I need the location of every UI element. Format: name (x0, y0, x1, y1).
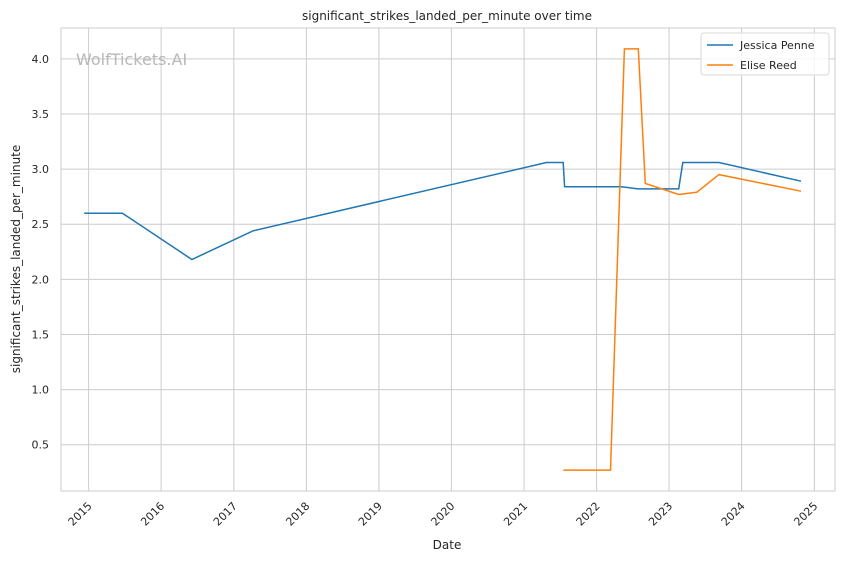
y-tick-label: 1.5 (32, 328, 50, 341)
chart-title: significant_strikes_landed_per_minute ov… (302, 9, 592, 23)
series-line-0 (84, 161, 802, 261)
y-tick-label: 3.0 (32, 163, 50, 176)
plot-frame (60, 27, 836, 492)
series-layer (84, 48, 802, 471)
y-tick-label: 4.0 (32, 53, 50, 66)
y-axis-ticks: 0.5 1.0 1.5 2.0 2.5 3.0 3.5 4.0 (32, 53, 50, 452)
x-axis-ticks: 2015 2016 2017 2018 2019 2020 2021 2022 2023 2024… (66, 500, 821, 529)
legend: Jessica Penne Elise Reed (700, 32, 830, 76)
watermark: WolfTickets.AI (76, 50, 187, 69)
y-tick-label: 2.5 (32, 218, 50, 231)
y-tick-label: 1.0 (32, 384, 50, 397)
x-axis-label: Date (433, 538, 462, 552)
grid-lines (61, 28, 835, 491)
series-line-1 (563, 48, 802, 471)
legend-label: Elise Reed (740, 59, 797, 72)
y-axis-label: significant_strikes_landed_per_minute (9, 145, 23, 374)
y-tick-label: 2.0 (32, 273, 50, 286)
legend-label: Jessica Penne (739, 39, 815, 52)
y-tick-label: 0.5 (32, 439, 50, 452)
y-tick-label: 3.5 (32, 108, 50, 121)
